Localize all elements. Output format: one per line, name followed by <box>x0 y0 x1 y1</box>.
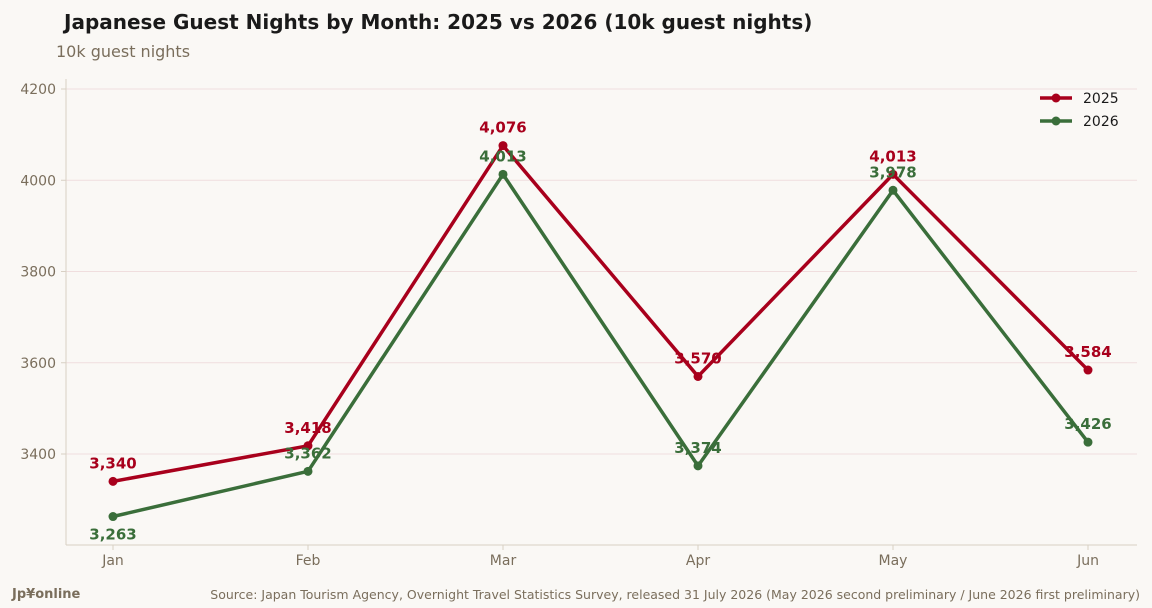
legend-marker-2026 <box>1051 116 1061 126</box>
brand-logo-text: Jp¥online <box>12 587 81 602</box>
data-point-2025 <box>693 371 703 381</box>
data-label-2026: 3,426 <box>1064 415 1111 433</box>
y-axis-unit-label: 10k guest nights <box>56 42 191 61</box>
x-tick-label: Feb <box>296 553 321 569</box>
data-point-2025 <box>498 141 508 151</box>
y-tick-label: 3600 <box>20 356 56 372</box>
series-line-2026 <box>112 172 1090 519</box>
source-note: Source: Japan Tourism Agency, Overnight … <box>210 587 1140 602</box>
legend-label-2026: 2026 <box>1083 114 1119 130</box>
data-label-2025: 3,418 <box>284 419 331 437</box>
data-label-2025: 3,584 <box>1064 343 1111 361</box>
data-label-2026: 4,013 <box>479 147 526 165</box>
data-label-2026: 3,362 <box>284 444 331 462</box>
data-point-2025 <box>303 441 313 451</box>
x-tick-label: May <box>879 553 908 569</box>
y-tick-label: 4200 <box>20 82 56 98</box>
data-point-2026 <box>108 512 118 522</box>
y-tick-label: 3800 <box>20 265 56 281</box>
data-point-2026 <box>498 169 508 179</box>
chart-title: Japanese Guest Nights by Month: 2025 vs … <box>64 10 813 34</box>
data-label-2026: 3,374 <box>674 439 721 457</box>
x-tick-label: Apr <box>686 553 710 569</box>
data-label-2025: 4,076 <box>479 119 526 137</box>
data-point-2025 <box>1083 365 1093 375</box>
series-line-2025 <box>112 143 1090 484</box>
data-point-2025 <box>108 476 118 486</box>
data-label-2025: 4,013 <box>869 147 916 165</box>
y-tick-label: 3400 <box>20 447 56 463</box>
data-label-2026: 3,978 <box>869 163 916 181</box>
x-tick-label: Mar <box>490 553 517 569</box>
data-label-2025: 3,340 <box>89 454 136 472</box>
data-point-2025 <box>888 169 898 179</box>
data-point-2026 <box>303 466 313 476</box>
x-tick-label: Jan <box>101 553 124 569</box>
legend-marker-2025 <box>1051 93 1061 103</box>
x-tick-label: Jun <box>1076 553 1099 569</box>
data-point-2026 <box>888 185 898 195</box>
data-point-2026 <box>693 461 703 471</box>
data-label-2026: 3,263 <box>89 526 136 544</box>
y-tick-label: 4000 <box>20 173 56 189</box>
data-point-2026 <box>1083 437 1093 447</box>
data-label-2025: 3,570 <box>674 349 721 367</box>
legend-label-2025: 2025 <box>1083 91 1119 107</box>
